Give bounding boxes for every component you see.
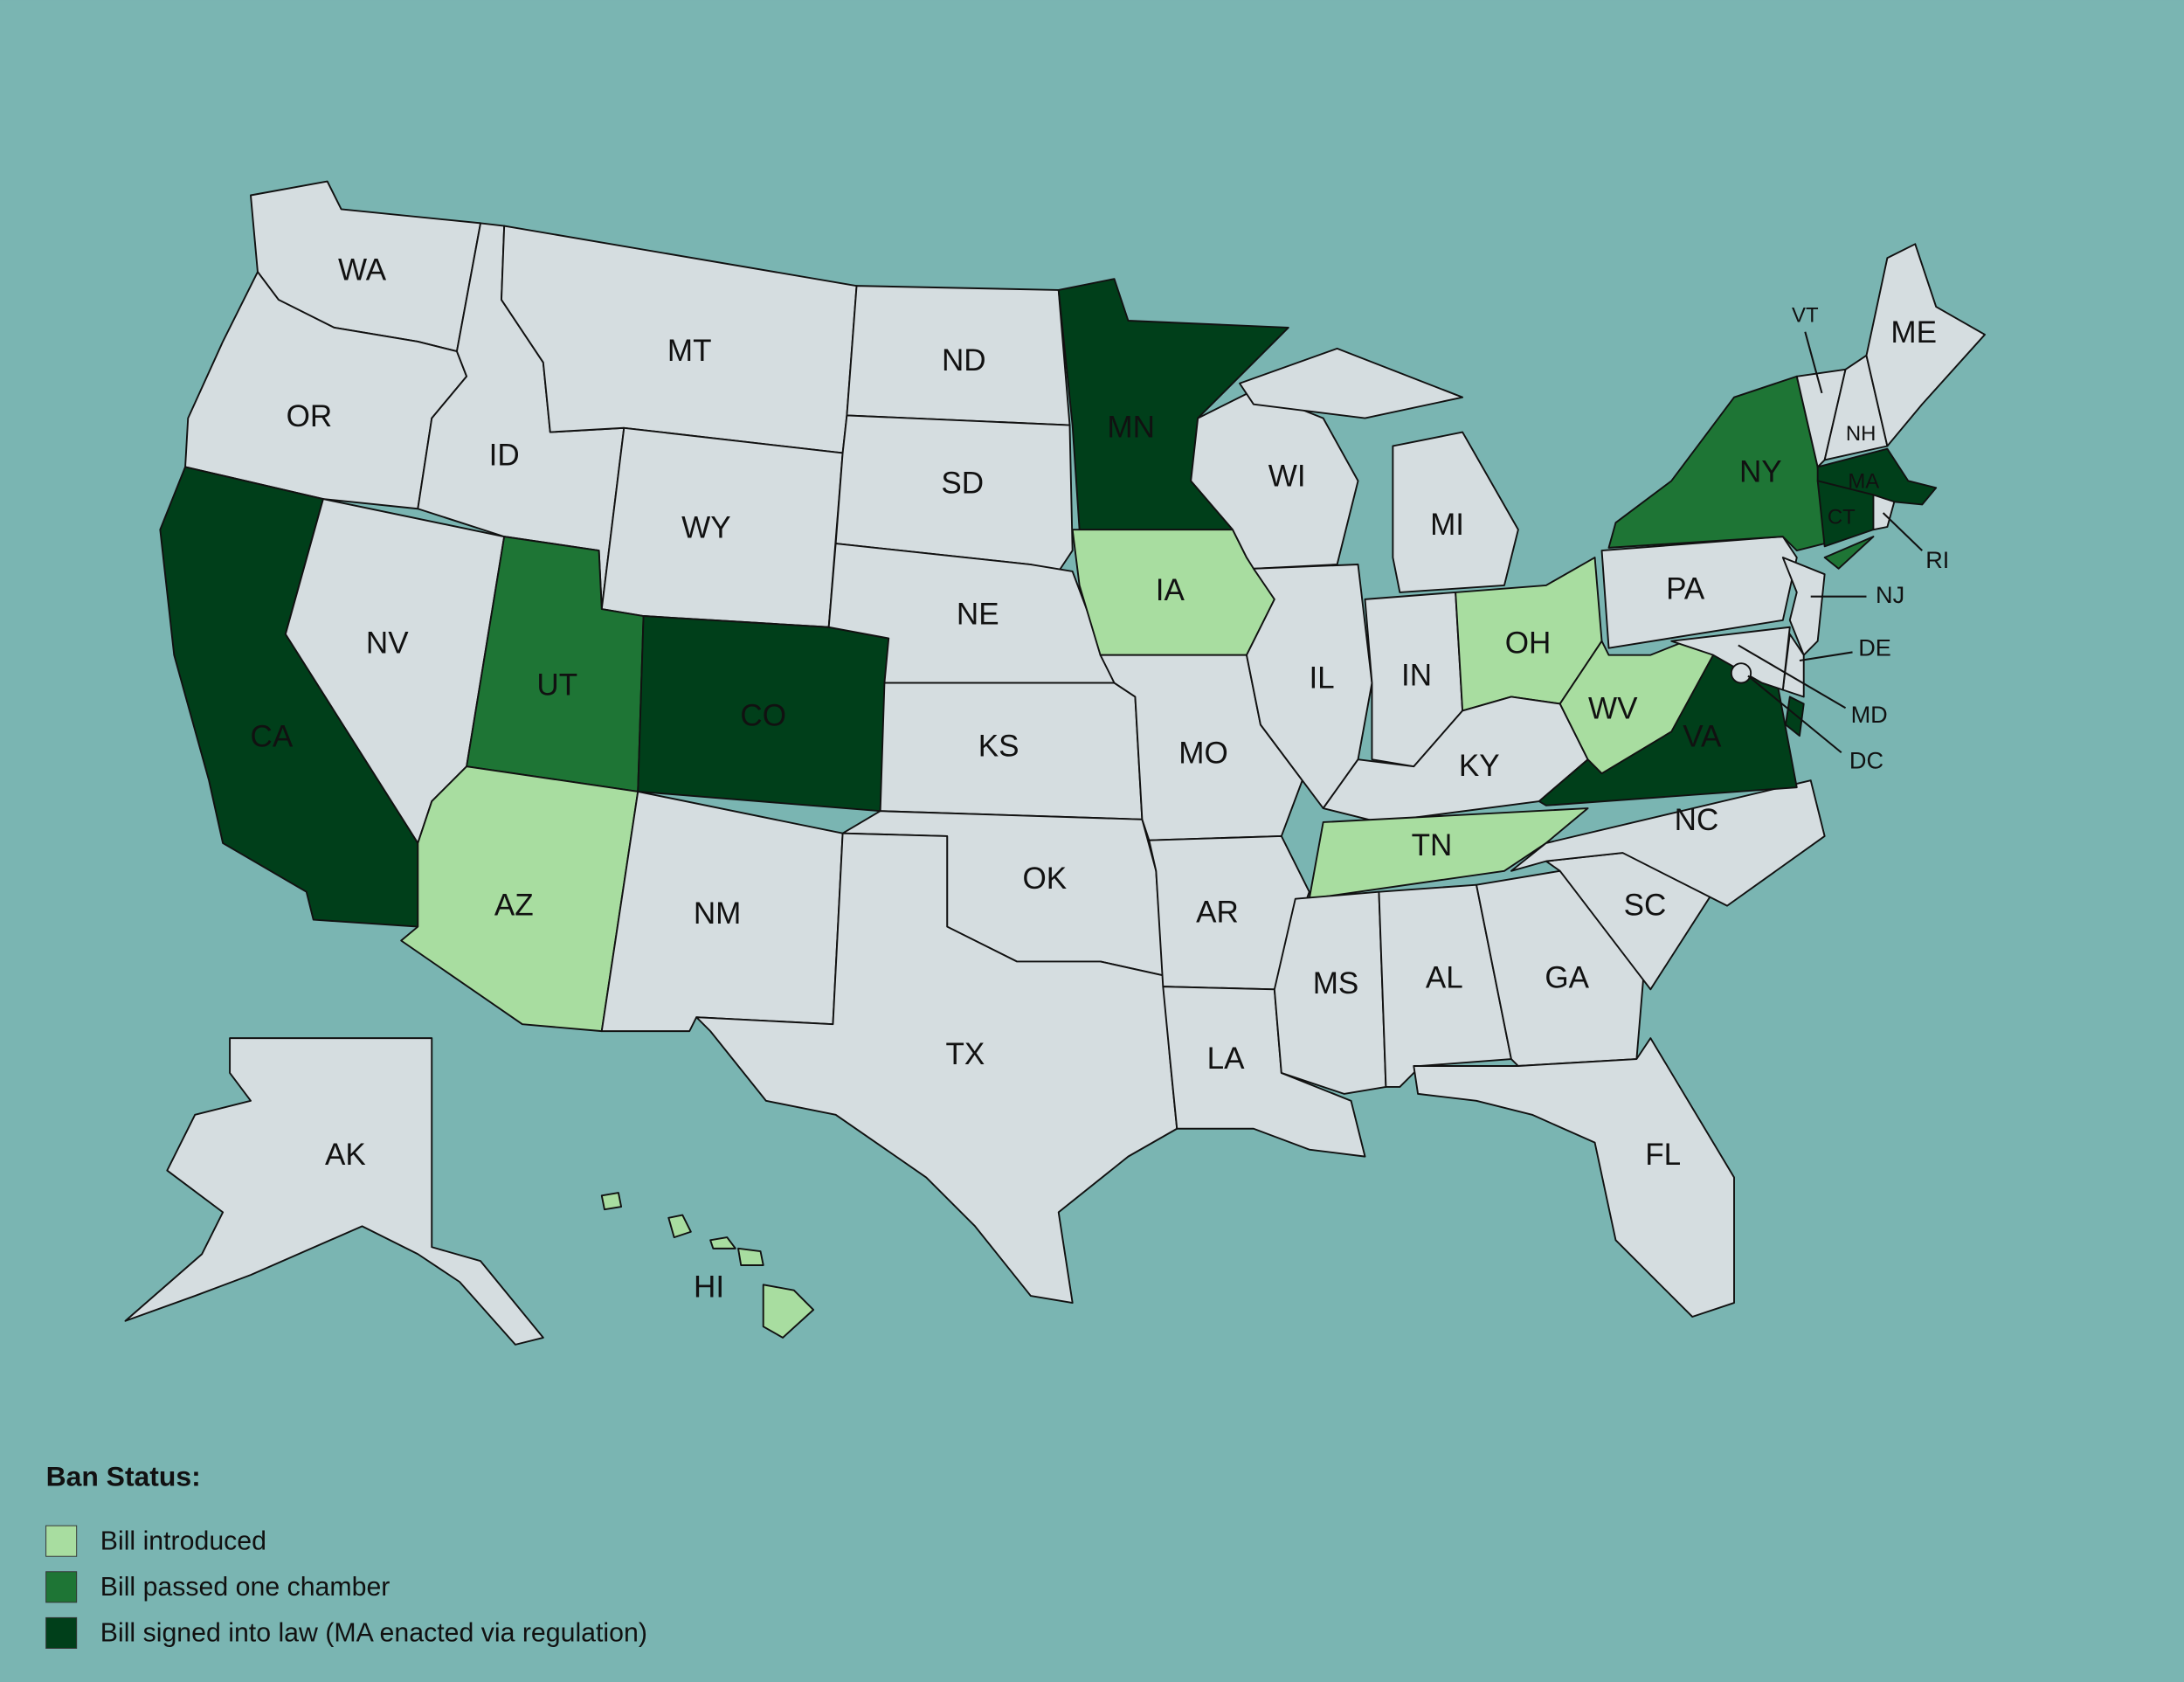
states — [124, 180, 1986, 1346]
state-label: WY — [681, 510, 730, 544]
state-label: NM — [694, 896, 742, 931]
state-label: VT — [1792, 304, 1819, 328]
state-shape — [1239, 347, 1464, 419]
state-label: MD — [1851, 701, 1888, 728]
state-label: OK — [1022, 862, 1067, 896]
state-label: WV — [1588, 692, 1638, 726]
state-label: KY — [1459, 749, 1500, 783]
state-label: NJ — [1876, 581, 1904, 608]
state-label: NY — [1739, 455, 1782, 489]
state-label: GA — [1545, 960, 1589, 994]
state-label: CO — [740, 699, 786, 733]
state-label: MS — [1313, 966, 1359, 1000]
state-label: NC — [1675, 803, 1719, 837]
state-label: PA — [1666, 572, 1705, 606]
legend-label: Bill signed into law (MA enacted via reg… — [100, 1619, 647, 1648]
state-label: IN — [1401, 658, 1432, 692]
state-label: NE — [957, 597, 999, 631]
state-shape — [1670, 626, 1791, 691]
state-label: OR — [287, 399, 333, 433]
state-shape — [600, 1192, 623, 1211]
state-shape — [762, 1284, 815, 1339]
state-shape — [1785, 696, 1805, 737]
state-shape — [1392, 431, 1519, 593]
state-shape — [1510, 779, 1826, 907]
state-label: SD — [941, 466, 984, 500]
state-label: MN — [1107, 411, 1155, 445]
state-label: DC — [1849, 747, 1883, 774]
state-label: MI — [1430, 508, 1464, 542]
legend: Ban Status: Bill introduced Bill passed o… — [45, 1460, 647, 1649]
legend-title: Ban Status: — [46, 1460, 201, 1492]
state-label: OH — [1505, 626, 1552, 661]
state-shape — [1823, 536, 1875, 570]
legend-swatch — [45, 1571, 78, 1603]
state-label: MO — [1178, 737, 1227, 771]
state-label: MT — [667, 334, 712, 368]
state-label: CT — [1828, 506, 1856, 530]
state-label: IA — [1156, 573, 1185, 607]
state-label: WI — [1268, 459, 1306, 493]
state-label: AZ — [494, 888, 534, 922]
state-shape — [709, 1236, 736, 1249]
state-label: LA — [1207, 1042, 1246, 1076]
state-shape — [695, 832, 1178, 1304]
state-label: FL — [1645, 1138, 1681, 1172]
state-label: VA — [1683, 720, 1722, 754]
state-label: CA — [251, 720, 294, 754]
legend-swatch — [45, 1525, 78, 1557]
state-shape — [737, 1247, 764, 1266]
legend-swatch — [45, 1616, 78, 1649]
state-label: ME — [1890, 315, 1937, 350]
state-label: AL — [1426, 960, 1463, 994]
state-shape — [1322, 696, 1589, 823]
leader-line — [1738, 644, 1847, 709]
state-label: DE — [1858, 633, 1891, 661]
state-label: AR — [1196, 895, 1239, 929]
state-shape — [1308, 807, 1589, 900]
state-label: HI — [694, 1270, 724, 1304]
legend-label: Bill introduced — [100, 1526, 266, 1555]
state-label: TN — [1412, 828, 1453, 862]
state-label: IL — [1309, 661, 1334, 696]
state-label: KS — [978, 730, 1019, 764]
state-label: NV — [366, 626, 409, 661]
leader-line — [1799, 651, 1853, 662]
state-shape — [1246, 564, 1373, 809]
state-label: TX — [946, 1037, 985, 1071]
legend-label: Bill passed one chamber — [100, 1573, 390, 1602]
state-shape — [1413, 1037, 1735, 1318]
state-labels: WA OR CA NV ID MT WY UT CO AZ NM ND SD NE KS OK TX MN IA MO… — [251, 253, 1950, 1304]
leader-line — [1804, 331, 1823, 394]
state-shape — [1730, 662, 1752, 684]
state-label: RI — [1925, 546, 1949, 573]
state-shape — [1872, 494, 1896, 531]
state-label: ID — [489, 439, 520, 473]
state-shape — [1865, 243, 1986, 447]
state-label: NH — [1846, 422, 1876, 446]
state-shape — [124, 1037, 544, 1346]
state-label: UT — [536, 668, 577, 703]
state-label: MA — [1848, 469, 1879, 493]
state-shape — [667, 1214, 692, 1239]
state-label: WA — [338, 253, 387, 287]
state-label: SC — [1624, 888, 1667, 922]
leader-line — [1882, 512, 1923, 551]
leader-line — [1747, 675, 1842, 754]
state-label: ND — [942, 343, 986, 377]
state-label: AK — [325, 1138, 366, 1172]
